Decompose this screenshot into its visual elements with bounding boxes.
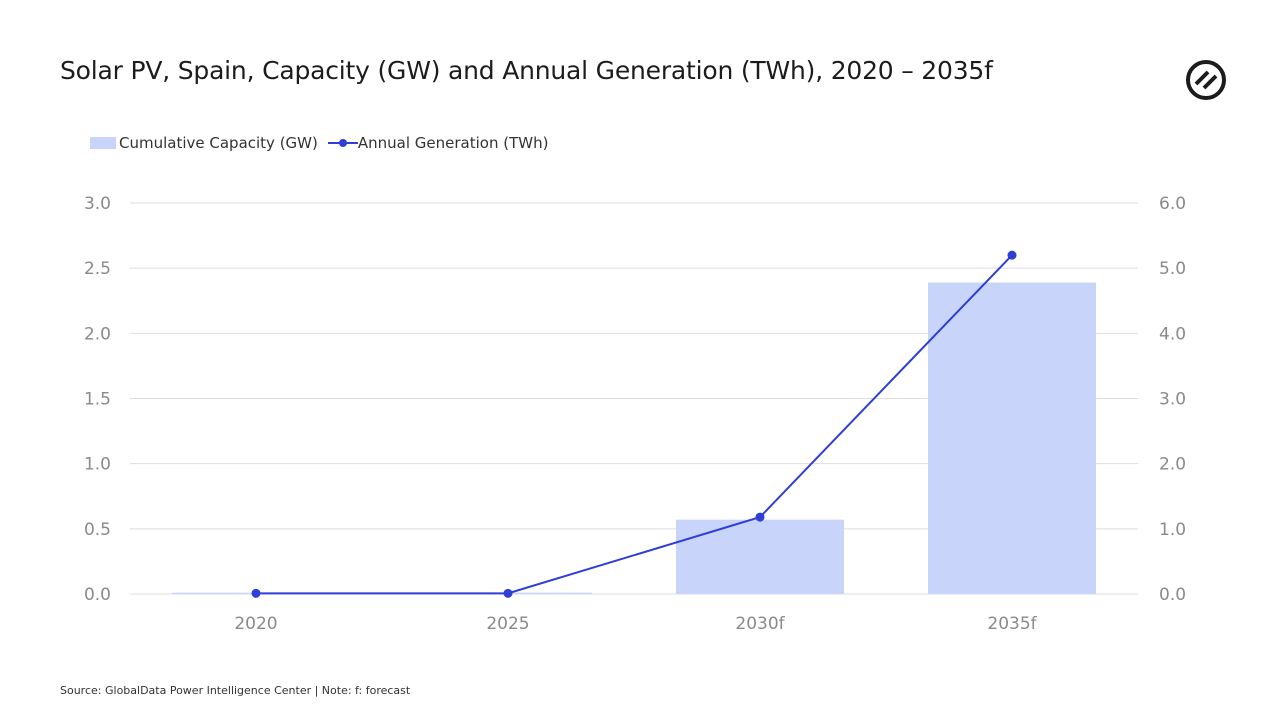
generation-point-2020 — [251, 588, 261, 598]
x-tick-label: 2025 — [486, 614, 529, 634]
y-left-tick-label: 2.0 — [84, 324, 111, 344]
y-right-tick-label: 4.0 — [1159, 324, 1186, 344]
chart-legend: Cumulative Capacity (GW) Annual Generati… — [90, 134, 558, 152]
legend-item-generation: Annual Generation (TWh) — [327, 134, 549, 152]
legend-item-capacity: Cumulative Capacity (GW) — [90, 134, 318, 152]
y-left-tick-label: 3.0 — [84, 194, 111, 214]
y-right-tick-label: 1.0 — [1159, 520, 1186, 540]
legend-label-capacity: Cumulative Capacity (GW) — [119, 134, 318, 152]
legend-label-generation: Annual Generation (TWh) — [357, 134, 549, 152]
y-left-tick-label: 0.5 — [84, 520, 111, 540]
generation-point-2030f — [755, 512, 765, 522]
x-tick-label: 2035f — [987, 614, 1037, 634]
y-right-tick-label: 6.0 — [1159, 194, 1186, 214]
globaldata-logo-icon — [1186, 60, 1226, 100]
x-tick-label: 2030f — [735, 614, 785, 634]
y-left-tick-label: 0.0 — [84, 585, 111, 605]
y-left-tick-label: 1.0 — [84, 455, 111, 475]
y-right-tick-label: 5.0 — [1159, 259, 1186, 279]
y-right-tick-label: 3.0 — [1159, 390, 1186, 410]
bar-2030f — [676, 519, 844, 594]
y-left-tick-label: 2.5 — [84, 259, 111, 279]
generation-point-2025 — [503, 588, 513, 598]
bar-2035f — [928, 282, 1096, 594]
y-left-tick-label: 1.5 — [84, 390, 111, 410]
x-tick-label: 2020 — [234, 614, 277, 634]
generation-point-2035f — [1007, 250, 1017, 260]
chart-title: Solar PV, Spain, Capacity (GW) and Annua… — [60, 56, 993, 85]
legend-line-swatch — [327, 139, 358, 147]
y-right-tick-label: 0.0 — [1159, 585, 1186, 605]
legend-bar-swatch — [90, 137, 116, 149]
generation-line — [256, 254, 1013, 595]
y-right-tick-label: 2.0 — [1159, 455, 1186, 475]
source-note: Source: GlobalData Power Intelligence Ce… — [60, 684, 411, 697]
